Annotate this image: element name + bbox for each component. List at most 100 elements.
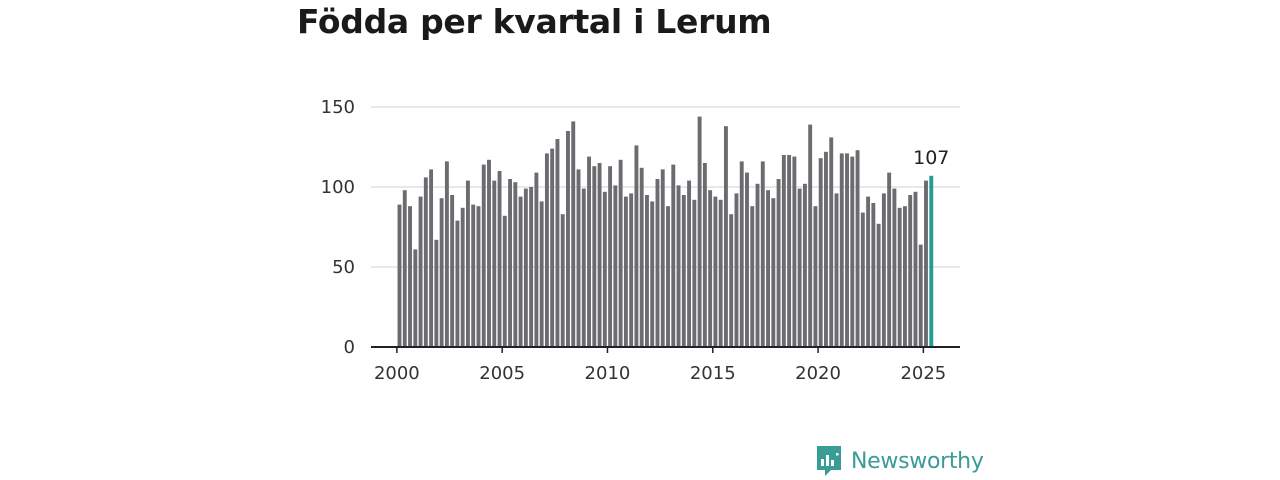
x-tick-label: 2025 (900, 363, 946, 384)
bar (418, 196, 423, 347)
bar (924, 180, 928, 347)
bar (797, 188, 802, 347)
bar (439, 198, 444, 347)
bar (455, 220, 460, 347)
bar (587, 156, 591, 347)
bar (397, 204, 402, 347)
bar (876, 223, 881, 347)
bar (471, 204, 476, 347)
bar (487, 159, 491, 347)
bar (887, 172, 892, 347)
bar (534, 172, 539, 347)
bar (655, 179, 660, 347)
bar (776, 179, 781, 347)
y-tick-label: 50 (332, 257, 355, 278)
bar (892, 188, 897, 347)
bar (750, 206, 755, 347)
bar (866, 196, 871, 347)
bar (402, 190, 407, 347)
bar (613, 185, 618, 347)
bar (465, 180, 470, 347)
bar (729, 214, 734, 347)
bar-chart: 0 50 100 150 2000 2005 2010 2015 2020 2025 107 (321, 97, 960, 384)
bar (502, 215, 507, 347)
bar (897, 207, 902, 347)
bar (813, 206, 818, 347)
bar (602, 191, 607, 347)
bar (608, 166, 613, 347)
bar (618, 159, 623, 347)
bar (671, 164, 676, 347)
bar (792, 156, 797, 347)
bar (408, 206, 412, 347)
bar (450, 195, 455, 347)
bar (739, 161, 744, 347)
bar (787, 155, 792, 347)
bar (460, 207, 465, 347)
x-tick-label: 2000 (374, 363, 420, 384)
bar (523, 188, 528, 347)
bar (645, 195, 649, 347)
bar (539, 201, 544, 347)
bar (581, 188, 586, 347)
bar (829, 137, 834, 347)
bar (681, 195, 686, 347)
y-tick-label: 0 (344, 337, 355, 358)
bar (702, 163, 707, 347)
bar (476, 206, 481, 347)
newsworthy-logo[interactable]: Newsworthy (815, 444, 984, 478)
bar (660, 169, 665, 347)
bar (697, 116, 702, 347)
bar (481, 164, 486, 347)
bar (492, 180, 497, 347)
bar (771, 198, 776, 347)
y-tick-label: 150 (321, 97, 355, 118)
bar (597, 163, 602, 347)
bar (692, 199, 697, 347)
bar (560, 214, 565, 347)
bar (850, 156, 855, 347)
bar (687, 180, 692, 347)
bar (544, 153, 549, 347)
bar (734, 193, 739, 347)
bar (781, 155, 786, 347)
bar (666, 206, 670, 347)
bar (508, 179, 513, 347)
bar (639, 167, 644, 347)
bar (913, 191, 918, 347)
bar (718, 199, 723, 347)
bar (839, 153, 844, 347)
bar (550, 148, 555, 347)
bar (592, 166, 597, 347)
bar (871, 203, 876, 347)
bar (881, 193, 886, 347)
bar (650, 201, 655, 347)
bar (918, 244, 923, 347)
x-tick-label: 2005 (479, 363, 525, 384)
bar (824, 151, 828, 347)
bar (513, 182, 518, 347)
bar (808, 124, 813, 347)
x-tick-label: 2020 (795, 363, 841, 384)
bar (571, 121, 576, 348)
bar (518, 196, 523, 347)
bar (745, 172, 749, 347)
bar (434, 239, 439, 347)
bar (566, 131, 570, 347)
bar (818, 158, 823, 347)
bar (629, 193, 634, 347)
bar (576, 169, 581, 347)
bar (429, 169, 434, 347)
bar (529, 187, 534, 347)
bar (755, 183, 760, 347)
chart-bubble-icon (817, 446, 841, 476)
brand-name: Newsworthy (851, 448, 984, 474)
bar (760, 161, 765, 347)
bar (623, 196, 628, 347)
bar (497, 171, 502, 347)
x-tick-label: 2015 (690, 363, 736, 384)
bar (902, 206, 907, 347)
bar (766, 190, 770, 347)
bar (676, 185, 681, 347)
bar (834, 193, 839, 347)
